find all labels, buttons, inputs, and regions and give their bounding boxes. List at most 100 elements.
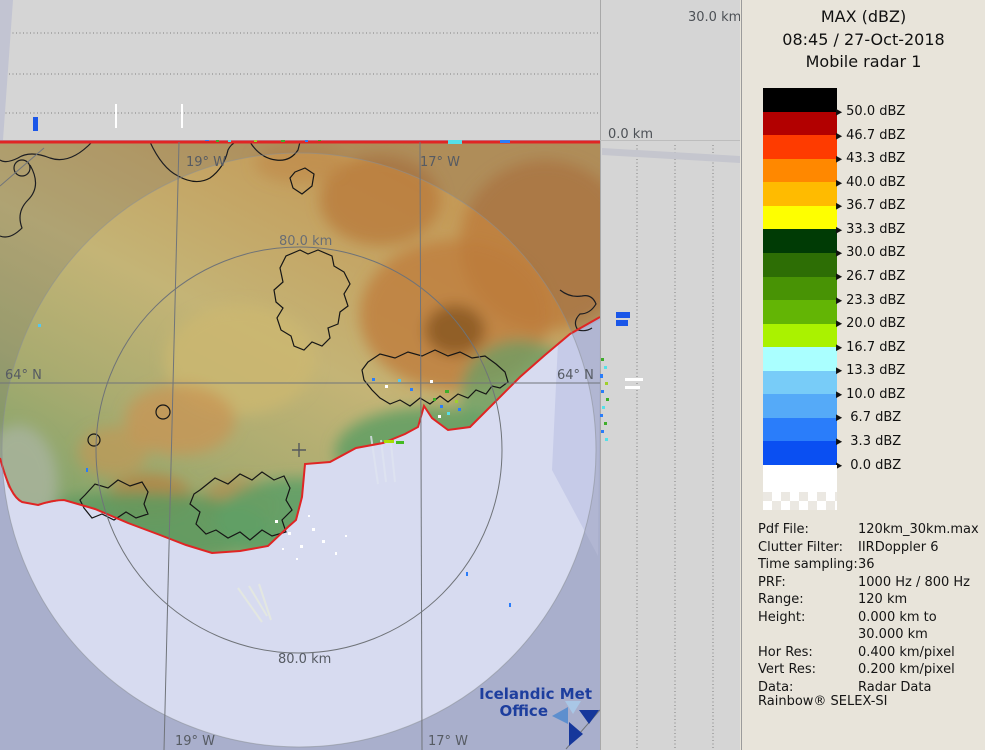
metadata-row: Height: 0.000 km to xyxy=(758,609,980,627)
colorbar-label: ▶ 50.0 dBZ xyxy=(836,103,905,121)
colorbar-label: ▶ 23.3 dBZ xyxy=(836,291,905,309)
metadata-value: 1000 Hz / 800 Hz xyxy=(858,574,971,590)
colorbar-label-text: 6.7 dBZ xyxy=(846,410,902,426)
tick-arrow-icon: ▶ xyxy=(836,365,843,376)
colorbar-label-text: 13.3 dBZ xyxy=(846,363,906,379)
lat-label-64n-right: 64° N xyxy=(557,368,594,383)
metadata-value: 0.200 km/pixel xyxy=(858,662,955,677)
out-of-range-dimming xyxy=(0,140,600,750)
colorbar-label: ▶ 46.7 dBZ xyxy=(836,126,905,144)
colorbar-label-text: 0.0 dBZ xyxy=(846,457,902,473)
metadata-value: 0.000 km to xyxy=(858,609,937,625)
tick-arrow-icon: ▶ xyxy=(836,389,843,400)
colorbar-label-text: 3.3 dBZ xyxy=(846,433,902,449)
colorbar-label-text: 36.7 dBZ xyxy=(846,198,906,214)
colorbar-label-text: 40.0 dBZ xyxy=(846,174,906,190)
metadata-value: 36 xyxy=(858,557,875,572)
graticule-lines xyxy=(0,141,600,750)
radar-display-area: Icelandic Met Office 19° W 17° W 80.0 km… xyxy=(0,0,741,750)
tick-arrow-icon: ▶ xyxy=(836,200,843,211)
tick-arrow-icon: ▶ xyxy=(836,318,843,329)
metadata-label: Vert Res: xyxy=(758,662,817,677)
colorbar-block xyxy=(763,111,837,136)
tick-arrow-icon: ▶ xyxy=(836,224,843,235)
metadata-row: Data: Radar Data xyxy=(758,679,980,697)
colorbar-label-text: 33.3 dBZ xyxy=(846,221,906,237)
metadata-value: 120km_30km.max xyxy=(858,522,979,537)
tick-arrow-icon: ▶ xyxy=(836,436,843,447)
colorbar-transparency-checker xyxy=(763,492,837,510)
lon-label-17w-bottom: 17° W xyxy=(428,734,468,749)
tick-arrow-icon: ▶ xyxy=(836,177,843,188)
tick-arrow-icon: ▶ xyxy=(836,130,843,141)
pinwheel-icon xyxy=(552,701,599,746)
colorbar-label: ▶ 20.0 dBZ xyxy=(836,315,905,333)
radar-map-canvas[interactable]: Icelandic Met Office 19° W 17° W 80.0 km… xyxy=(0,0,741,750)
metadata-row: Clutter Filter: IIRDoppler 6 xyxy=(758,539,980,557)
colorbar-block xyxy=(763,229,837,254)
metadata-value: IIRDoppler 6 xyxy=(858,539,939,555)
colorbar-label: ▶ 10.0 dBZ xyxy=(836,385,905,403)
metadata-row: Range: 120 km xyxy=(758,591,980,609)
metadata-label: Pdf File: xyxy=(758,522,809,537)
lon-label-19w-top: 19° W xyxy=(186,155,226,170)
colorbar-block xyxy=(763,394,837,419)
ring-label-80km-top: 80.0 km xyxy=(279,234,332,249)
radar-echoes-top-profile xyxy=(33,104,183,131)
lon-label-19w-bottom: 19° W xyxy=(175,734,215,749)
colorbar-label: ▶ 40.0 dBZ xyxy=(836,173,905,191)
glacier-contours xyxy=(0,141,597,541)
lat-label-64n-left: 64° N xyxy=(5,368,42,383)
metadata-row: Pdf File: 120km_30km.max xyxy=(758,521,980,539)
tick-arrow-icon: ▶ xyxy=(836,460,843,470)
icelandic-met-office-logo: Icelandic Met Office xyxy=(479,685,599,746)
metadata-label: Range: xyxy=(758,592,804,607)
metadata-row: Hor Res: 0.400 km/pixel xyxy=(758,644,980,662)
colorbar-label: ▶ 33.3 dBZ xyxy=(836,220,905,238)
range-rings xyxy=(1,152,597,748)
timestamp: 08:45 / 27-Oct-2018 xyxy=(782,30,945,49)
colorbar-label-text: 23.3 dBZ xyxy=(846,292,906,308)
colorbar-label-text: 30.0 dBZ xyxy=(846,245,906,261)
metadata-label: Time sampling: xyxy=(758,557,858,572)
colorbar-label: ▶ 13.3 dBZ xyxy=(836,362,905,380)
colorbar-block xyxy=(763,88,837,113)
top-profile-fan-edge xyxy=(0,0,13,140)
map-labels: 19° W 17° W 80.0 km 64° N 64° N 80.0 km … xyxy=(5,155,594,749)
metadata-label xyxy=(758,626,858,644)
metadata-row: 30.000 km xyxy=(758,626,980,644)
logo-text-line2: Office xyxy=(499,702,548,720)
height-scale-min-label: 0.0 km xyxy=(608,127,653,142)
colorbar-label: ▶ 26.7 dBZ xyxy=(836,268,905,286)
metadata-value: 120 km xyxy=(858,592,908,607)
colorbar-block xyxy=(763,417,837,442)
radar-echoes-map xyxy=(38,140,511,607)
colorbar-block xyxy=(763,276,837,301)
colorbar-block xyxy=(763,135,837,160)
colorbar-block xyxy=(763,252,837,277)
radar-echoes-right-profile xyxy=(600,312,643,441)
software-brand: Rainbow® SELEX-SI xyxy=(758,694,888,709)
scan-metadata-table: Pdf File: 120km_30km.max Clutter Filter: II… xyxy=(758,521,980,696)
product-title: MAX (dBZ) xyxy=(820,7,907,26)
metadata-label: Data: xyxy=(758,679,794,695)
colorbar-block xyxy=(763,158,837,183)
colorbar-below-scale-white xyxy=(763,465,837,492)
metadata-row: PRF: 1000 Hz / 800 Hz xyxy=(758,574,980,592)
metadata-row: Time sampling: 36 xyxy=(758,556,980,574)
ring-label-80km-bottom: 80.0 km xyxy=(278,652,331,667)
colorbar-label-text: 50.0 dBZ xyxy=(846,104,906,120)
height-scale-max-label: 30.0 km xyxy=(688,10,740,25)
colorbar-label: ▶ 30.0 dBZ xyxy=(836,244,905,262)
colorbar-label: ▶ 0.0 dBZ xyxy=(836,456,901,474)
tick-arrow-icon: ▶ xyxy=(836,106,843,117)
colorbar-block xyxy=(763,323,837,348)
metadata-label: Height: xyxy=(758,609,806,625)
radar-site-cross xyxy=(292,443,306,457)
logo-text-line1: Icelandic Met xyxy=(479,685,592,703)
colorbar-label-text: 43.3 dBZ xyxy=(846,151,906,167)
map-plan-view: Icelandic Met Office 19° W 17° W 80.0 km… xyxy=(0,140,600,750)
tick-arrow-icon: ▶ xyxy=(836,295,843,306)
colorbar-label-text: 46.7 dBZ xyxy=(846,127,906,143)
